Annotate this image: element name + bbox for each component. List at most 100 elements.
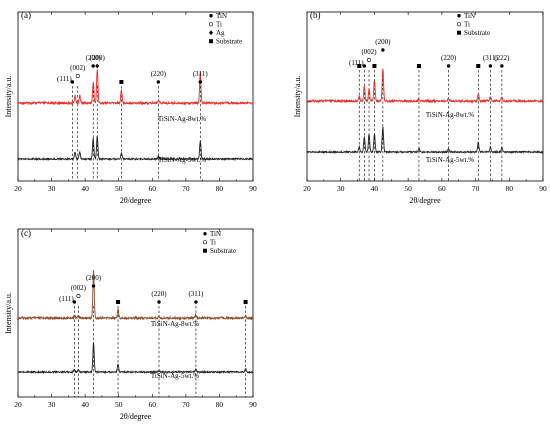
- legend-marker: [209, 14, 213, 18]
- series-label: TiSiN-Ag-8wt.%: [158, 115, 206, 123]
- series-line: [306, 68, 544, 104]
- peak-label: (311): [483, 54, 499, 62]
- series-line: [17, 135, 254, 162]
- peak-label: (111): [349, 59, 364, 67]
- peak-label: (220): [151, 290, 167, 298]
- x-tick-label: 30: [48, 184, 56, 193]
- x-tick-label: 60: [149, 184, 157, 193]
- peak-marker: [367, 57, 372, 62]
- x-tick-label: 60: [438, 184, 446, 193]
- x-axis-label: 2θ/degree: [409, 196, 441, 205]
- x-tick-label: 30: [48, 400, 56, 409]
- x-tick-label: 70: [472, 184, 480, 193]
- peak-label: (002): [361, 48, 377, 56]
- legend-marker: [209, 22, 214, 27]
- xrd-panel-3: 20 30 40 50 60 70 80 90 2θ/degree Intensity/a.u. (…: [4, 228, 257, 421]
- peak-marker: [91, 64, 95, 68]
- legend-label: Ti: [216, 21, 222, 29]
- peak-label: (220): [151, 70, 167, 78]
- peak-marker: [198, 80, 202, 84]
- x-tick-label: 80: [506, 184, 514, 193]
- legend-marker: [457, 14, 461, 18]
- peak-marker: [91, 284, 96, 288]
- x-tick-label: 70: [182, 184, 190, 193]
- x-tick-label: 50: [115, 400, 123, 409]
- peak-marker: [381, 48, 385, 52]
- peak-marker: [446, 64, 451, 68]
- x-tick-label: 80: [216, 400, 224, 409]
- peak-marker: [357, 64, 362, 68]
- x-tick-label: 70: [182, 400, 190, 409]
- peak-marker: [416, 64, 421, 68]
- peak-label: (222): [494, 54, 510, 62]
- series-line: [17, 342, 254, 375]
- series-label: TiSiN-Ag-8wt.%: [151, 320, 199, 328]
- peak-label: (002): [71, 284, 87, 292]
- x-tick-label: 90: [249, 184, 257, 193]
- series-line: [17, 270, 254, 321]
- x-tick-label: 90: [249, 400, 257, 409]
- legend-label: Substrate: [210, 247, 236, 255]
- legend-marker: [456, 22, 461, 27]
- y-axis-label: Intensity/a.u.: [293, 76, 302, 118]
- series-line: [306, 126, 544, 155]
- peak-label: (200): [375, 38, 391, 46]
- series-label: TiSiN-Ag-5wt.%: [158, 156, 206, 164]
- peak-label: (200): [90, 54, 106, 62]
- x-tick-label: 20: [303, 184, 311, 193]
- series-label: TiSiN-Ag-8wt.%: [426, 111, 474, 119]
- x-tick-label: 60: [149, 400, 157, 409]
- x-axis-label: 2θ/degree: [120, 196, 152, 205]
- peak-label: (111): [59, 295, 74, 303]
- peak-marker: [362, 64, 367, 68]
- y-axis-label: Intensity/a.u.: [4, 292, 13, 334]
- peak-label: (200): [86, 54, 102, 62]
- peak-marker: [95, 63, 100, 69]
- peak-marker: [157, 300, 161, 304]
- peak-label: (311): [188, 290, 204, 298]
- x-tick-label: 50: [115, 184, 123, 193]
- xrd-panel-2: 20 30 40 50 60 70 80 90 2θ/degree Intensity/a.u. (…: [293, 10, 547, 205]
- peak-marker: [243, 300, 248, 304]
- peak-label: (311): [193, 70, 209, 78]
- legend-marker: [203, 248, 207, 253]
- peak-label: (002): [70, 64, 86, 72]
- peak-marker: [70, 80, 75, 84]
- x-tick-label: 40: [81, 400, 89, 409]
- legend-marker: [203, 232, 207, 236]
- peak-label: (200): [86, 274, 102, 282]
- peak-marker: [75, 74, 80, 79]
- peak-label: (111): [57, 75, 72, 83]
- peak-marker: [76, 293, 81, 298]
- peak-marker: [119, 80, 124, 84]
- panel-label: (b): [310, 10, 321, 20]
- series-line: [17, 69, 254, 106]
- x-tick-label: 40: [81, 184, 89, 193]
- legend-label: Ti: [210, 239, 216, 247]
- legend-marker: [457, 30, 461, 35]
- peak-marker: [156, 80, 161, 84]
- legend-label: TiN: [464, 12, 475, 20]
- legend-marker: [203, 240, 208, 245]
- x-axis-label: 2θ/degree: [120, 412, 152, 421]
- y-axis-label: Intensity/a.u.: [4, 76, 13, 118]
- xrd-panel-1: 20 30 40 50 60 70 80 90 2θ/degree Intensity/a.u. (…: [4, 10, 257, 205]
- legend-label: Ag: [216, 29, 225, 37]
- peak-marker: [372, 64, 377, 68]
- x-tick-label: 40: [371, 184, 379, 193]
- peak-marker: [500, 64, 504, 68]
- peak-label: (220): [441, 54, 457, 62]
- series-label: TiSiN-Ag-5wt.%: [426, 156, 474, 164]
- peak-marker: [488, 64, 493, 68]
- legend-label: Substrate: [464, 29, 490, 37]
- series-label: TiSiN-Ag-5wt.%: [151, 372, 199, 380]
- peak-marker: [194, 300, 198, 304]
- legend-label: TiN: [210, 230, 221, 238]
- peak-marker: [72, 300, 77, 304]
- peak-marker: [476, 64, 481, 68]
- legend-label: Substrate: [216, 38, 242, 46]
